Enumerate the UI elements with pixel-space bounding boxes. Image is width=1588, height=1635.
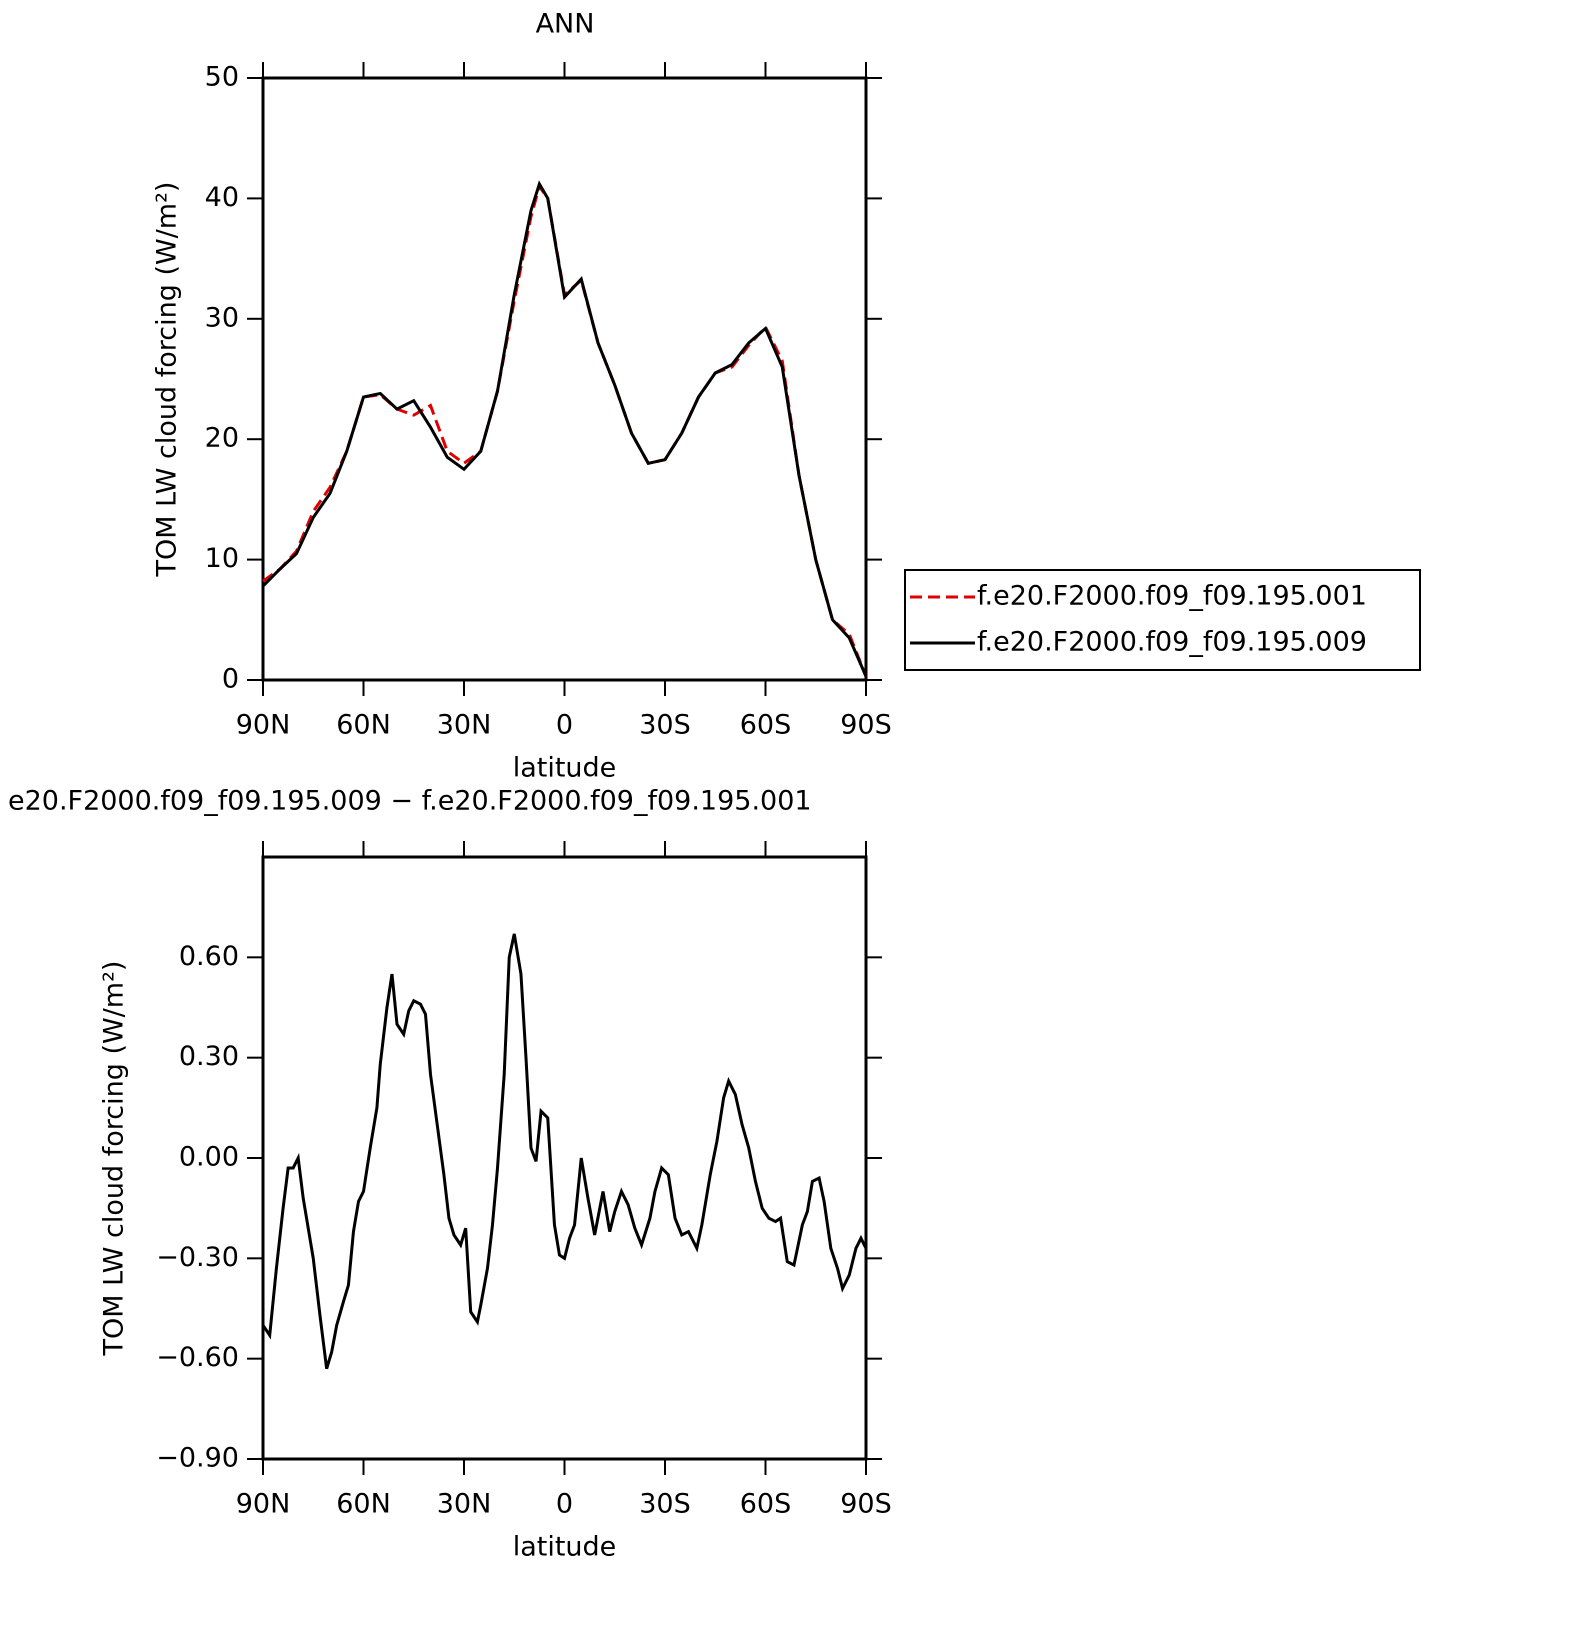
y-axis-label: TOM LW cloud forcing (W/m²) (99, 961, 130, 1357)
x-tick-label: 60S (740, 1489, 792, 1520)
x-tick-label: 30N (437, 710, 492, 741)
x-tick-label: 90S (840, 1489, 892, 1520)
legend-label: f.e20.F2000.f09_f09.195.009 (977, 627, 1367, 658)
plot-frame (261, 855, 868, 1461)
legend-box (904, 569, 1421, 671)
y-tick-label: 30 (205, 302, 239, 333)
x-tick-label: 90N (236, 710, 291, 741)
x-tick-label: 0 (556, 710, 573, 741)
x-tick-label: 90S (840, 710, 892, 741)
x-tick-label: 60N (336, 710, 391, 741)
x-tick-label: 30N (437, 1489, 492, 1520)
x-tick-label: 30S (639, 710, 691, 741)
legend-label: f.e20.F2000.f09_f09.195.001 (977, 581, 1367, 612)
x-axis-label: latitude (513, 1532, 617, 1563)
y-tick-label: 50 (205, 62, 239, 93)
x-tick-label: 30S (639, 1489, 691, 1520)
x-axis-label: latitude (513, 753, 617, 784)
series-line (261, 933, 868, 1370)
y-tick-label: −0.90 (156, 1443, 239, 1474)
y-tick-label: 20 (205, 423, 239, 454)
x-tick-label: 90N (236, 1489, 291, 1520)
y-tick-label: 0.00 (179, 1142, 239, 1173)
y-tick-label: 0.30 (179, 1041, 239, 1072)
x-tick-label: 60S (740, 710, 792, 741)
chart-title: e20.F2000.f09_f09.195.009 − f.e20.F2000.… (8, 786, 812, 817)
series-line (261, 180, 868, 677)
y-tick-label: 10 (205, 543, 239, 574)
y-tick-label: 40 (205, 182, 239, 213)
x-tick-label: 60N (336, 1489, 391, 1520)
y-tick-label: −0.30 (156, 1242, 239, 1273)
chart-title: ANN (536, 9, 595, 40)
y-tick-label: −0.60 (156, 1342, 239, 1373)
plot-frame (261, 76, 868, 682)
y-axis-label: TOM LW cloud forcing (W/m²) (152, 182, 183, 578)
x-tick-label: 0 (556, 1489, 573, 1520)
y-tick-label: 0.60 (179, 941, 239, 972)
y-tick-label: 0 (222, 664, 239, 695)
